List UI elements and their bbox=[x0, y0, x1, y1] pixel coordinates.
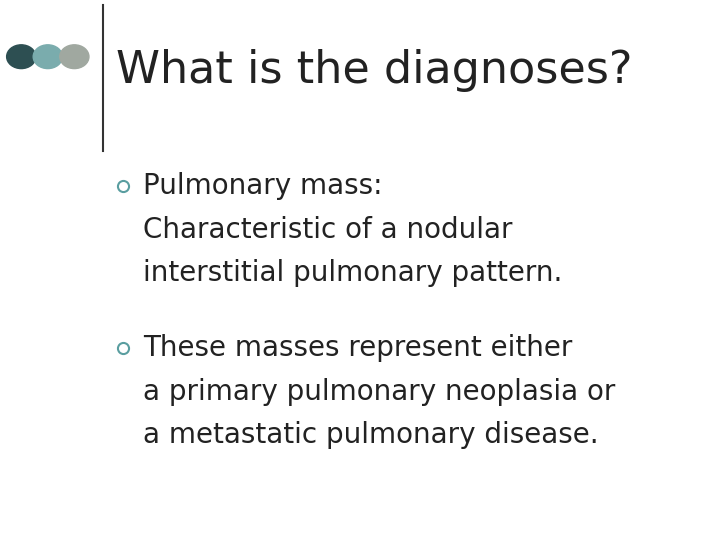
Circle shape bbox=[60, 45, 89, 69]
Text: Characteristic of a nodular: Characteristic of a nodular bbox=[143, 215, 512, 244]
Text: What is the diagnoses?: What is the diagnoses? bbox=[116, 49, 633, 92]
Text: These masses represent either: These masses represent either bbox=[143, 334, 572, 362]
Circle shape bbox=[33, 45, 63, 69]
Text: Pulmonary mass:: Pulmonary mass: bbox=[143, 172, 382, 200]
Text: a primary pulmonary neoplasia or: a primary pulmonary neoplasia or bbox=[143, 377, 615, 406]
Text: interstitial pulmonary pattern.: interstitial pulmonary pattern. bbox=[143, 259, 562, 287]
Circle shape bbox=[6, 45, 36, 69]
Text: a metastatic pulmonary disease.: a metastatic pulmonary disease. bbox=[143, 421, 598, 449]
